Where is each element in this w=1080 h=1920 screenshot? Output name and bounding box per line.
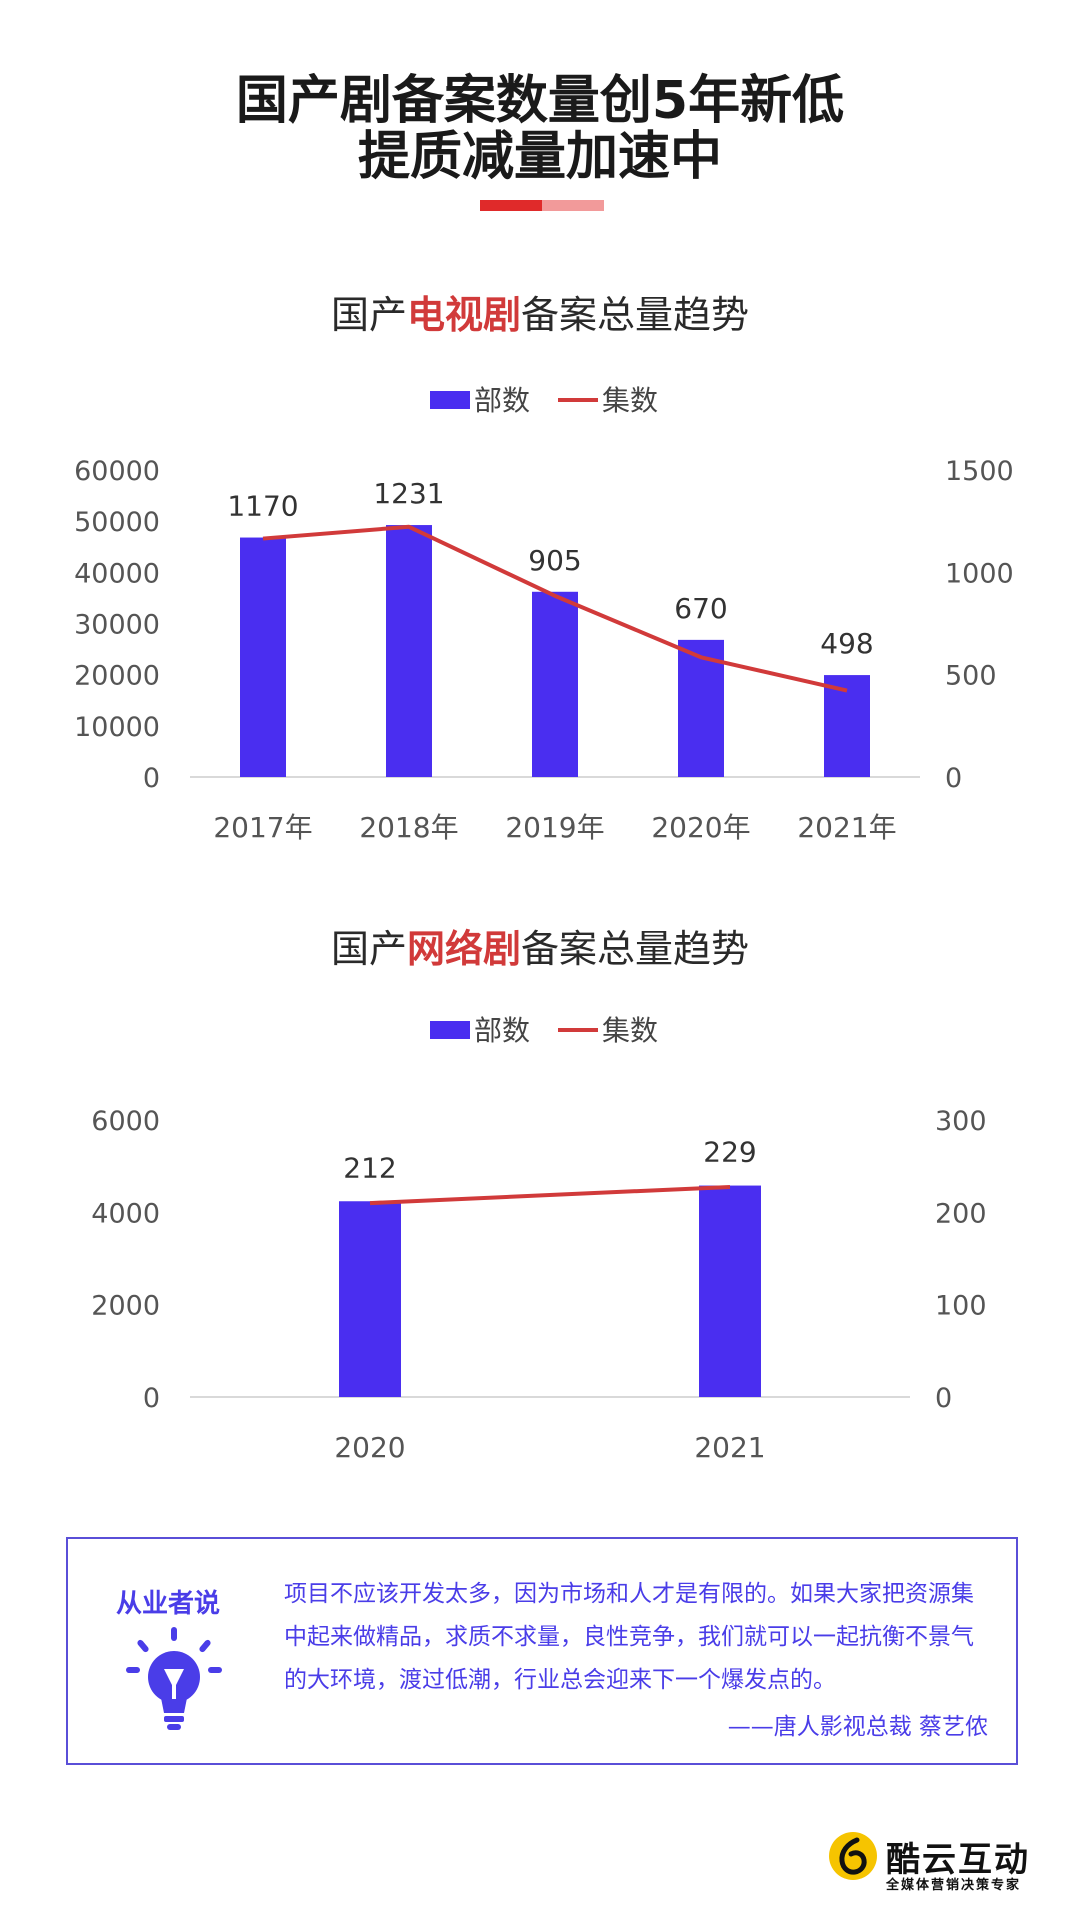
- logo-6-icon: [829, 1832, 877, 1880]
- y-right-tick-label: 300: [935, 1106, 987, 1137]
- y-left-tick-label: 0: [143, 1383, 160, 1414]
- accent-bar-light: [542, 200, 604, 211]
- data-label: 670: [674, 592, 727, 625]
- y-left-tick-label: 50000: [74, 507, 160, 538]
- bar: [699, 1185, 761, 1397]
- y-left-tick-label: 10000: [74, 712, 160, 743]
- legend-label-bars: 部数: [474, 1014, 530, 1047]
- quote-author: ——唐人影视总裁 蔡艺侬: [727, 1714, 988, 1740]
- data-label: 229: [703, 1136, 756, 1169]
- logo-tagline: 全媒体营销决策专家: [886, 1878, 1022, 1893]
- chart2-title-suffix: 备案总量趋势: [521, 927, 750, 971]
- chart2-title-prefix: 国产: [330, 927, 407, 971]
- data-label: 1170: [227, 490, 298, 523]
- data-label: 498: [820, 627, 873, 660]
- x-tick-label: 2021: [694, 1431, 765, 1464]
- legend-label-line: 集数: [602, 384, 658, 417]
- web-drama-chart: 部数 集数 0 2000 4000 6000 0 100 200 300 212 229 2020 202…: [91, 1014, 987, 1464]
- y-left-tick-label: 6000: [91, 1106, 160, 1137]
- chart2-title-highlight: 网络剧: [406, 927, 521, 971]
- bar: [386, 525, 432, 777]
- y-right-tick-label: 500: [945, 661, 997, 692]
- x-tick-label: 2020: [334, 1431, 405, 1464]
- bar: [824, 675, 870, 777]
- bar: [532, 591, 578, 777]
- y-left-tick-label: 4000: [91, 1198, 160, 1229]
- bar: [240, 537, 286, 777]
- y-left-tick-label: 2000: [91, 1291, 160, 1322]
- data-label: 905: [528, 544, 581, 577]
- x-tick-label: 2018年: [359, 811, 458, 844]
- page-title-line1: 国产剧备案数量创5年新低: [235, 71, 845, 131]
- bar: [339, 1201, 401, 1397]
- y-right-tick-label: 1000: [945, 558, 1014, 589]
- page-title-line2: 提质减量加速中: [357, 127, 722, 187]
- legend-label-bars: 部数: [474, 384, 530, 417]
- x-tick-label: 2020年: [651, 811, 750, 844]
- line-series: [369, 1184, 731, 1206]
- lightbulb-icon: [126, 1627, 222, 1730]
- y-left-tick-label: 30000: [74, 610, 160, 641]
- data-label: 212: [343, 1151, 396, 1184]
- chart1-title: 国产电视剧备案总量趋势: [0, 284, 1080, 339]
- quote-box: 从业者说 项目不应该开发太多，因为市场和人才是有限的。如果大家把资源集中起来做精…: [66, 1537, 1018, 1765]
- y-right-tick-label: 0: [945, 763, 962, 794]
- accent-bar-dark: [480, 200, 542, 211]
- quote-text: 项目不应该开发太多，因为市场和人才是有限的。如果大家把资源集中起来做精品，求质不…: [284, 1581, 974, 1693]
- y-right-tick-label: 100: [935, 1291, 987, 1322]
- y-left-tick-label: 40000: [74, 558, 160, 589]
- x-tick-label: 2019年: [505, 811, 604, 844]
- x-tick-label: 2021年: [797, 811, 896, 844]
- chart1-title-prefix: 国产: [330, 293, 407, 337]
- y-left-tick-label: 20000: [74, 661, 160, 692]
- y-right-tick-label: 200: [935, 1198, 987, 1229]
- legend-swatch-bars: [430, 1021, 470, 1039]
- tv-drama-chart: 部数 集数 0 10000 20000 30000 40000 50000 60000 0 500 1…: [74, 384, 1014, 844]
- y-right-tick-label: 0: [935, 1383, 952, 1414]
- chart2-title: 国产网络剧备案总量趋势: [0, 918, 1080, 973]
- quote-label: 从业者说: [116, 1589, 221, 1619]
- legend-swatch-bars: [430, 391, 470, 409]
- data-label: 1231: [373, 477, 444, 510]
- chart1-title-highlight: 电视剧: [406, 293, 521, 337]
- legend-label-line: 集数: [602, 1014, 658, 1047]
- chart1-title-suffix: 备案总量趋势: [521, 293, 750, 337]
- line-series: [262, 524, 848, 693]
- y-left-tick-label: 0: [143, 763, 160, 794]
- y-right-tick-label: 1500: [945, 456, 1014, 487]
- x-tick-label: 2017年: [213, 811, 312, 844]
- y-left-tick-label: 60000: [74, 456, 160, 487]
- logo-name: 酷云互动: [886, 1840, 1030, 1880]
